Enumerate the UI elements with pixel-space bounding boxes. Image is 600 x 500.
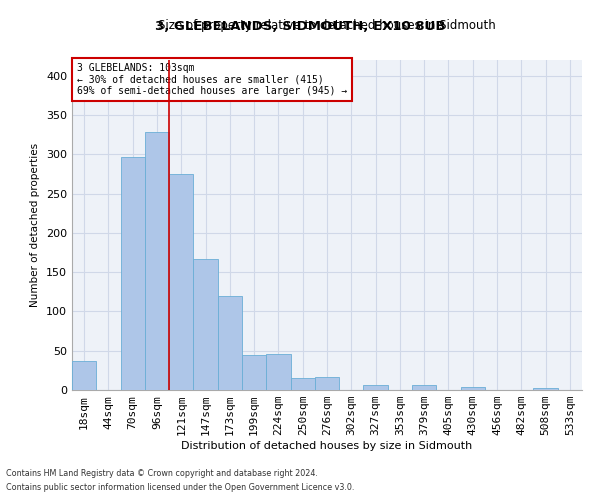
Title: Size of property relative to detached houses in Sidmouth: Size of property relative to detached ho… <box>158 20 496 32</box>
Bar <box>533 388 558 390</box>
Bar <box>145 132 169 390</box>
Bar <box>461 387 485 390</box>
Bar <box>72 361 96 390</box>
Bar <box>290 378 315 390</box>
Bar <box>218 296 242 390</box>
Text: 3 GLEBELANDS: 103sqm
← 30% of detached houses are smaller (415)
69% of semi-deta: 3 GLEBELANDS: 103sqm ← 30% of detached h… <box>77 64 347 96</box>
Bar <box>242 356 266 390</box>
Bar <box>266 354 290 390</box>
Text: 3, GLEBELANDS, SIDMOUTH, EX10 8UB: 3, GLEBELANDS, SIDMOUTH, EX10 8UB <box>155 20 445 33</box>
Bar <box>315 378 339 390</box>
Text: Contains public sector information licensed under the Open Government Licence v3: Contains public sector information licen… <box>6 484 355 492</box>
Bar <box>364 386 388 390</box>
Bar <box>193 259 218 390</box>
Bar <box>412 384 436 390</box>
X-axis label: Distribution of detached houses by size in Sidmouth: Distribution of detached houses by size … <box>181 441 473 451</box>
Text: Contains HM Land Registry data © Crown copyright and database right 2024.: Contains HM Land Registry data © Crown c… <box>6 468 318 477</box>
Y-axis label: Number of detached properties: Number of detached properties <box>31 143 40 307</box>
Bar <box>169 174 193 390</box>
Bar <box>121 158 145 390</box>
